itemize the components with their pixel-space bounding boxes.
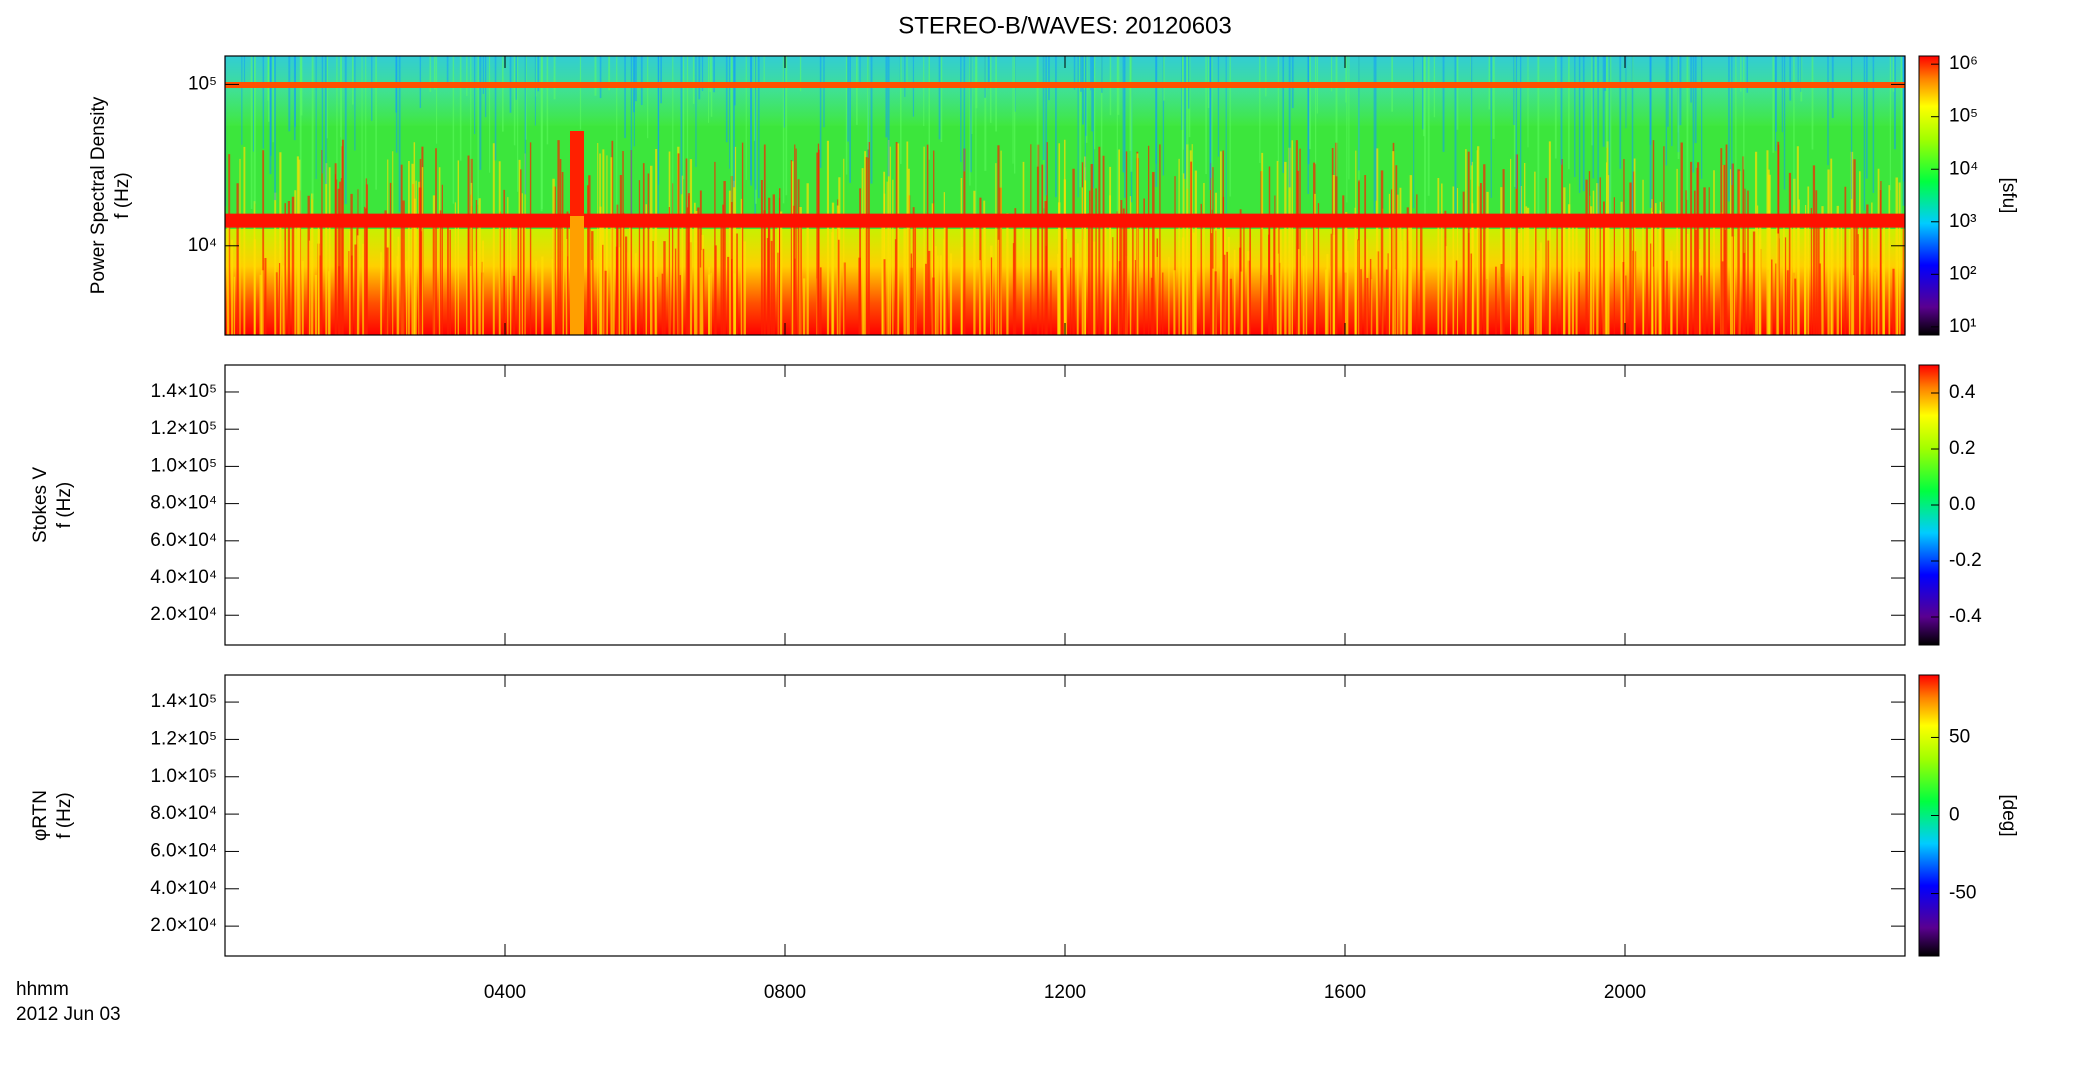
x-tick-label: 0800 [764,982,806,1003]
y-tick-label: 2.0×10⁴ [150,604,217,625]
y-tick-label: 10⁵ [188,73,217,94]
colorbar-tick-label: 10⁴ [1949,158,1978,179]
y-tick-label: 8.0×10⁴ [150,803,217,824]
x-tick-label: 0400 [484,982,526,1003]
y-axis-label: Power Spectral Density [88,96,109,294]
plot-frame [224,674,1906,957]
colorbar-tick-label: -0.4 [1949,606,1982,627]
colorbar-tick-label: -0.2 [1949,550,1982,571]
y-tick-label: 1.0×10⁵ [150,455,217,476]
colorbar-tick-label: 50 [1949,726,1970,747]
y-tick-label: 10⁴ [188,235,217,256]
x-tick-label: 2000 [1604,982,1646,1003]
colorbar-label: [deg] [1998,794,2019,836]
x-axis-label: hhmm [16,979,69,1000]
colorbar-tick-label: 10⁶ [1949,53,1978,74]
x-tick-label: 1600 [1324,982,1366,1003]
burst-feature [570,131,584,216]
y-tick-label: 1.2×10⁵ [150,728,217,749]
x-tick-label: 1200 [1044,982,1086,1003]
y-tick-label: 1.0×10⁵ [150,766,217,787]
emission-band [225,213,1905,228]
colorbar-tick-label: 10⁵ [1949,106,1978,127]
y-axis-label: Stokes V [30,467,51,543]
y-tick-label: 4.0×10⁴ [150,878,217,899]
colorbar-tick-label: 10³ [1949,211,1976,232]
colorbar-tick-label: 0.0 [1949,494,1975,515]
colorbar-tick-label: 0 [1949,805,1960,826]
y-tick-label: 8.0×10⁴ [150,493,217,514]
y-axis-label: φRTN [30,790,51,841]
y-tick-label: 6.0×10⁴ [150,530,217,551]
y-axis-label: f (Hz) [54,482,75,528]
colorbar-label: [sfu] [1998,178,2019,214]
y-tick-label: 1.4×10⁵ [150,691,217,712]
burst-feature [570,216,584,335]
spectrogram-image [225,56,1905,335]
y-tick-label: 1.2×10⁵ [150,418,217,439]
colorbar-tick-label: 10² [1949,263,1976,284]
date-label: 2012 Jun 03 [16,1004,121,1025]
y-tick-label: 2.0×10⁴ [150,915,217,936]
y-axis-label: f (Hz) [54,792,75,838]
colorbar-tick-label: 10¹ [1949,316,1976,337]
y-tick-label: 6.0×10⁴ [150,840,217,861]
colorbar [1918,55,1940,336]
chart-title: STEREO-B/WAVES: 20120603 [898,12,1231,39]
colorbar-tick-label: 0.2 [1949,438,1975,459]
y-tick-label: 4.0×10⁴ [150,567,217,588]
colorbar-tick-label: 0.4 [1949,382,1976,403]
colorbar-tick-label: -50 [1949,883,1976,904]
y-axis-label: f (Hz) [112,172,133,218]
emission-band [225,82,1905,88]
plot-frame [224,364,1906,646]
y-tick-label: 1.4×10⁵ [150,381,217,402]
